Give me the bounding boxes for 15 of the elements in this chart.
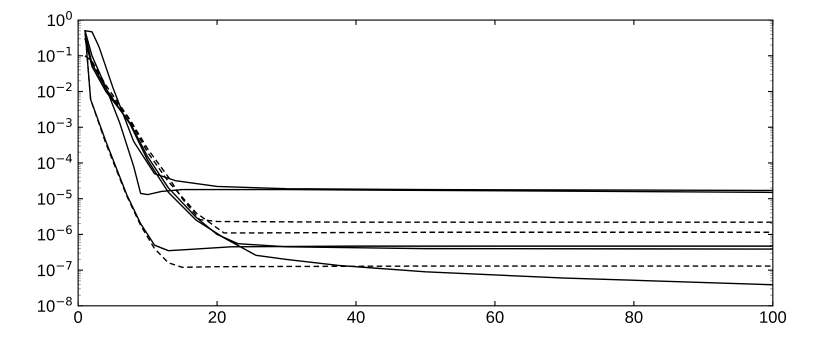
x-tick-label: 0 (74, 311, 82, 323)
x-tick-label: 100 (760, 311, 786, 323)
y-tick-label: 10$^{−5}$ (38, 190, 72, 205)
x-tick-label: 80 (625, 311, 643, 323)
y-tick-label: 10$^{−1}$ (38, 46, 72, 62)
x-tick-label: 40 (347, 311, 365, 323)
y-tick-label: 10$^{−7}$ (38, 261, 72, 276)
y-tick-label: 10$^{−6}$ (38, 225, 72, 240)
x-tick-label: 20 (208, 311, 226, 323)
y-tick-label: 10$^{−4}$ (38, 154, 72, 170)
y-tick-label: 10$^{−8}$ (38, 296, 72, 312)
y-tick-label: 10$^{0}$ (48, 10, 72, 26)
y-tick-label: 10$^{−3}$ (38, 118, 72, 134)
x-tick-label: 60 (486, 311, 504, 323)
y-tick-label: 10$^{−2}$ (38, 82, 72, 98)
